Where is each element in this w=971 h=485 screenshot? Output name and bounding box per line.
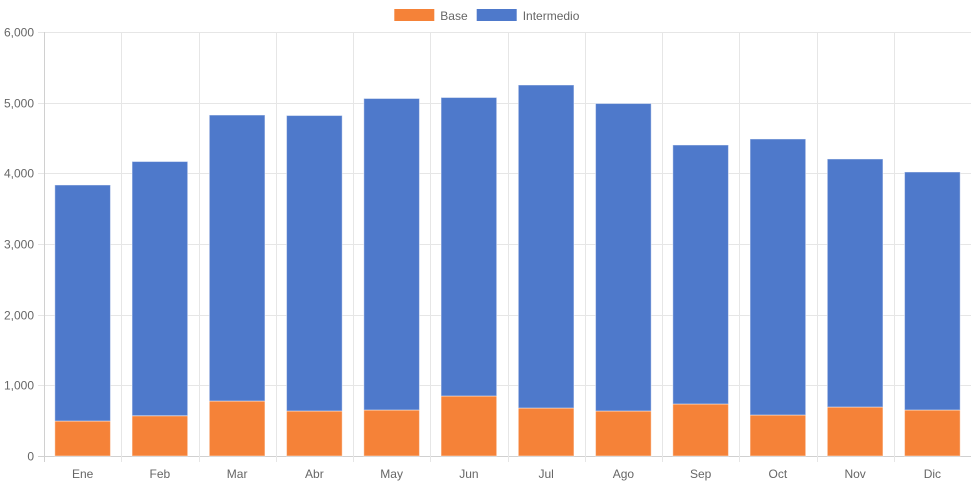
y-axis: 0 1,000 2,000 3,000 4,000 5,000 6,000 <box>4 26 34 464</box>
bar-intermedio-may[interactable] <box>363 97 420 411</box>
bar-intermedio-abr[interactable] <box>286 115 343 412</box>
bar-intermedio-nov[interactable] <box>826 158 884 408</box>
bar-intermedio-jul[interactable] <box>517 84 575 409</box>
bar-base-jun[interactable] <box>440 395 498 457</box>
bar-intermedio-sep[interactable] <box>672 144 729 405</box>
bar-intermedio-feb[interactable] <box>131 161 189 417</box>
x-tick-label: Jul <box>538 467 553 481</box>
bar-intermedio-mar[interactable] <box>208 114 266 402</box>
x-tick-label: Mar <box>227 467 248 481</box>
legend-label-intermedio[interactable]: Intermedio <box>523 9 580 23</box>
legend-swatch-base[interactable] <box>394 9 435 21</box>
bar-intermedio-ago[interactable] <box>595 103 652 412</box>
legend-swatch-intermedio[interactable] <box>476 9 517 21</box>
x-tick-label: May <box>380 467 403 481</box>
grid <box>38 32 971 462</box>
bar-base-mar[interactable] <box>208 400 266 457</box>
bar-base-abr[interactable] <box>286 410 343 457</box>
x-tick-label: Dic <box>924 467 941 481</box>
legend: Base Intermedio <box>394 9 580 23</box>
bar-intermedio-jun[interactable] <box>440 97 498 397</box>
bar-base-dic[interactable] <box>904 409 961 457</box>
x-tick-label: Jun <box>459 467 478 481</box>
x-tick-label: Ene <box>72 467 94 481</box>
x-tick-label: Feb <box>150 467 171 481</box>
y-tick-label: 6,000 <box>4 26 34 40</box>
x-tick-label: Abr <box>305 467 324 481</box>
bar-base-ago[interactable] <box>595 410 652 457</box>
legend-label-base[interactable]: Base <box>440 9 468 23</box>
bar-base-oct[interactable] <box>749 414 807 457</box>
x-tick-label: Sep <box>690 467 712 481</box>
x-tick-label: Nov <box>844 467 865 481</box>
bar-base-sep[interactable] <box>672 403 729 457</box>
bar-base-may[interactable] <box>363 409 420 457</box>
y-tick-label: 5,000 <box>4 97 34 111</box>
x-tick-label: Ago <box>613 467 635 481</box>
y-tick-label: 2,000 <box>4 309 34 323</box>
x-axis: Ene Feb Mar Abr May Jun Jul Ago Sep Oct Nov Dic <box>72 467 941 481</box>
bar-base-ene[interactable] <box>54 420 111 457</box>
bar-intermedio-ene[interactable] <box>54 184 111 422</box>
y-tick-label: 1,000 <box>4 379 34 393</box>
bar-base-nov[interactable] <box>826 406 884 457</box>
x-tick-label: Oct <box>769 467 788 481</box>
bar-intermedio-dic[interactable] <box>904 171 961 411</box>
y-tick-label: 4,000 <box>4 167 34 181</box>
bar-intermedio-oct[interactable] <box>749 138 807 416</box>
bar-base-feb[interactable] <box>131 415 189 457</box>
y-tick-label: 3,000 <box>4 238 34 252</box>
y-tick-label: 0 <box>27 450 34 464</box>
bars <box>54 84 961 457</box>
bar-base-jul[interactable] <box>517 407 575 457</box>
